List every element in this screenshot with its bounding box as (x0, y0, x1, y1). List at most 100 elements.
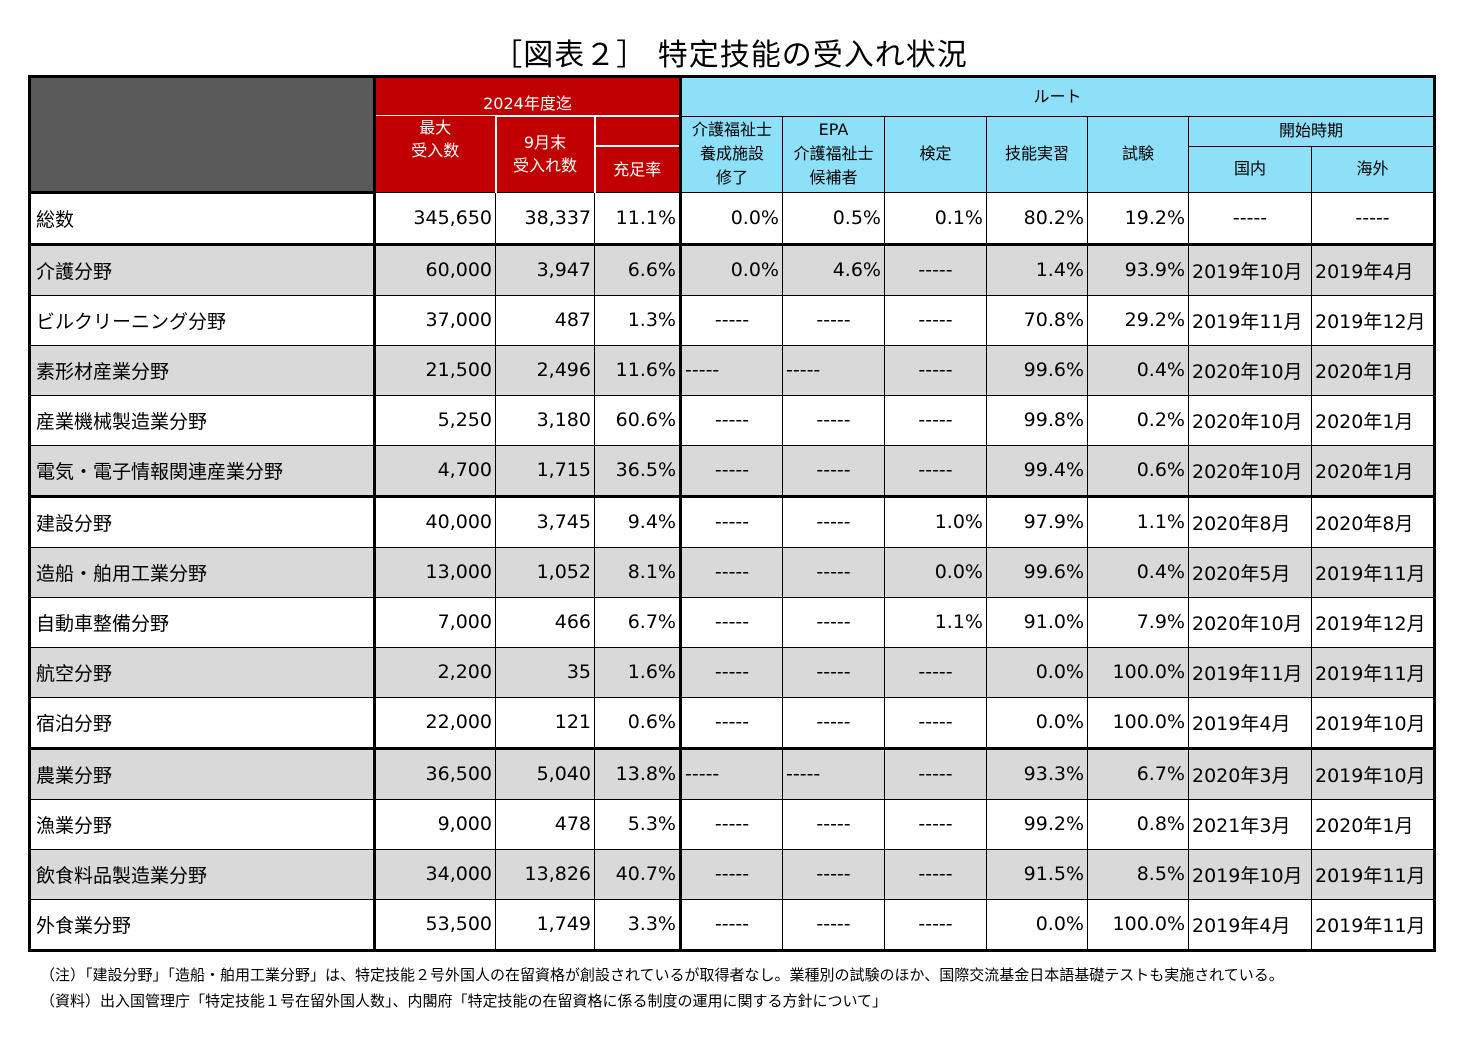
sep-accept-cell: 121 (495, 696, 595, 749)
max-accept-cell: 40,000 (374, 494, 496, 548)
kaigo-school-cell: ----- (679, 848, 783, 900)
max-accept-cell: 2,200 (374, 646, 496, 698)
epa-cell: ----- (782, 444, 885, 497)
ginou-cell: 80.2% (986, 191, 1088, 246)
max-accept-cell: 9,000 (374, 798, 496, 850)
max-accept-line1: 2024年度迄 (483, 94, 572, 113)
sep-accept-cell: 1,052 (495, 546, 595, 598)
sep-accept-cell: 2,496 (495, 344, 595, 396)
start-header: 開始時期 (1187, 115, 1437, 147)
max-accept-header: 2024年度迄 (374, 75, 681, 116)
fill-rate-cell: 1.6% (594, 646, 681, 698)
ginou-cell: 70.8% (986, 294, 1088, 346)
skills-table: 2024年度迄 ルート 最大 受入数 9月末 受入れ数 介護福祉士 養成施設 修… (28, 75, 1437, 952)
fill-rate-cell: 13.8% (594, 746, 681, 800)
epa-header: EPA 介護福祉士 候補者 (782, 115, 885, 193)
domestic-cell: 2021年3月 (1188, 798, 1312, 850)
ginou-cell: 99.2% (986, 798, 1088, 850)
domestic-cell: 2019年11月 (1188, 646, 1312, 698)
fill-rate-cell: 11.1% (594, 191, 681, 246)
sep-accept-cell: 1,715 (495, 444, 595, 497)
kentei-cell: ----- (884, 444, 987, 497)
kaigo-school-cell: ----- (679, 494, 783, 548)
kentei-cell: ----- (884, 798, 987, 850)
overseas-cell: ----- (1310, 191, 1437, 246)
sep-accept-cell: 38,337 (495, 191, 595, 246)
overseas-cell: 2019年12月 (1310, 294, 1437, 346)
sep-accept-line2: 受入れ数 (512, 156, 577, 176)
table-row: 漁業分野 9,000 478 5.3% ----- ----- ----- 99.2% 0.8%… (28, 798, 1437, 850)
domestic-cell: 2019年10月 (1188, 243, 1312, 296)
shiken-cell: 0.2% (1087, 394, 1189, 446)
kentei-header: 検定 (884, 115, 987, 193)
kaigo-school-cell: ----- (679, 344, 783, 396)
source-line: （資料）出入国管理庁「特定技能１号在留外国人数」、内閣府「特定技能の在留資格に係… (40, 992, 888, 1010)
max-accept-cell: 5,250 (374, 394, 496, 446)
epa-cell: ----- (782, 294, 885, 346)
domestic-cell: 2019年11月 (1188, 294, 1312, 346)
domestic-cell: 2020年10月 (1188, 444, 1312, 497)
shiken-cell: 93.9% (1087, 243, 1189, 296)
max-accept-cell: 60,000 (374, 243, 496, 296)
kentei-cell: 1.0% (884, 494, 987, 548)
shiken-cell: 0.8% (1087, 798, 1189, 850)
ginou-cell: 97.9% (986, 494, 1088, 548)
epa-cell: ----- (782, 596, 885, 648)
kaigo-school-line3: 修了 (715, 168, 748, 187)
row-label: 介護分野 (28, 243, 376, 296)
shiken-cell: 8.5% (1087, 848, 1189, 900)
sep-accept-cell: 1,749 (495, 898, 595, 952)
row-label: 電気・電子情報関連産業分野 (28, 444, 376, 497)
overseas-cell: 2019年11月 (1310, 848, 1437, 900)
shiken-cell: 29.2% (1087, 294, 1189, 346)
domestic-cell: 2020年5月 (1188, 546, 1312, 598)
kentei-cell: ----- (884, 394, 987, 446)
table-row: 造船・舶用工業分野 13,000 1,052 8.1% ----- ----- 0.0% 99… (28, 546, 1437, 598)
kaigo-school-header: 介護福祉士 養成施設 修了 (679, 115, 783, 193)
notes: （注）「建設分野」「造船・舶用工業分野」は、特定技能２号外国人の在留資格が創設さ… (40, 962, 1284, 1014)
overseas-cell: 2020年8月 (1310, 494, 1437, 548)
table-row: 電気・電子情報関連産業分野 4,700 1,715 36.5% ----- ----- --… (28, 444, 1437, 497)
domestic-cell: ----- (1188, 191, 1312, 246)
ginou-cell: 91.0% (986, 596, 1088, 648)
fill-rate-cell: 60.6% (594, 394, 681, 446)
kentei-cell: ----- (884, 848, 987, 900)
sep-accept-cell: 478 (495, 798, 595, 850)
max-accept-cell: 36,500 (374, 746, 496, 800)
row-label: 建設分野 (28, 494, 376, 548)
table-row: 建設分野 40,000 3,745 9.4% ----- ----- 1.0% 97.9% 1.… (28, 494, 1437, 548)
fill-rate-cell: 5.3% (594, 798, 681, 850)
kaigo-school-cell: ----- (679, 898, 783, 952)
kentei-cell: ----- (884, 344, 987, 396)
max-accept-cell: 34,000 (374, 848, 496, 900)
ginou-cell: 0.0% (986, 898, 1088, 952)
max-accept-line2: 最大 (419, 118, 452, 137)
row-label: 自動車整備分野 (28, 596, 376, 648)
kaigo-school-cell: 0.0% (679, 243, 783, 296)
table-row: 自動車整備分野 7,000 466 6.7% ----- ----- 1.1% 91.0% 7.… (28, 596, 1437, 648)
shiken-cell: 0.4% (1087, 546, 1189, 598)
table-row: 農業分野 36,500 5,040 13.8% ----- ----- ----- 93.3%… (28, 746, 1437, 800)
fill-rate-cell: 1.3% (594, 294, 681, 346)
max-accept-sub: 最大 受入数 (374, 116, 496, 193)
shiken-cell: 100.0% (1087, 646, 1189, 698)
max-accept-cell: 4,700 (374, 444, 496, 497)
sep-accept-header: 9月末 受入れ数 (494, 115, 595, 193)
overseas-cell: 2019年11月 (1310, 898, 1437, 952)
fill-rate-cell: 6.7% (594, 596, 681, 648)
ginou-cell: 93.3% (986, 746, 1088, 800)
epa-cell: ----- (782, 746, 885, 800)
sep-accept-cell: 487 (495, 294, 595, 346)
domestic-cell: 2019年4月 (1188, 898, 1312, 952)
row-label: 農業分野 (28, 746, 376, 800)
epa-cell: ----- (782, 848, 885, 900)
rate-header: 充足率 (593, 145, 681, 193)
fill-rate-cell: 3.3% (594, 898, 681, 952)
max-accept-cell: 7,000 (374, 596, 496, 648)
epa-cell: ----- (782, 344, 885, 396)
fill-rate-cell: 40.7% (594, 848, 681, 900)
overseas-cell: 2019年4月 (1310, 243, 1437, 296)
shiken-cell: 0.4% (1087, 344, 1189, 396)
row-label: 航空分野 (28, 646, 376, 698)
kaigo-school-cell: ----- (679, 746, 783, 800)
